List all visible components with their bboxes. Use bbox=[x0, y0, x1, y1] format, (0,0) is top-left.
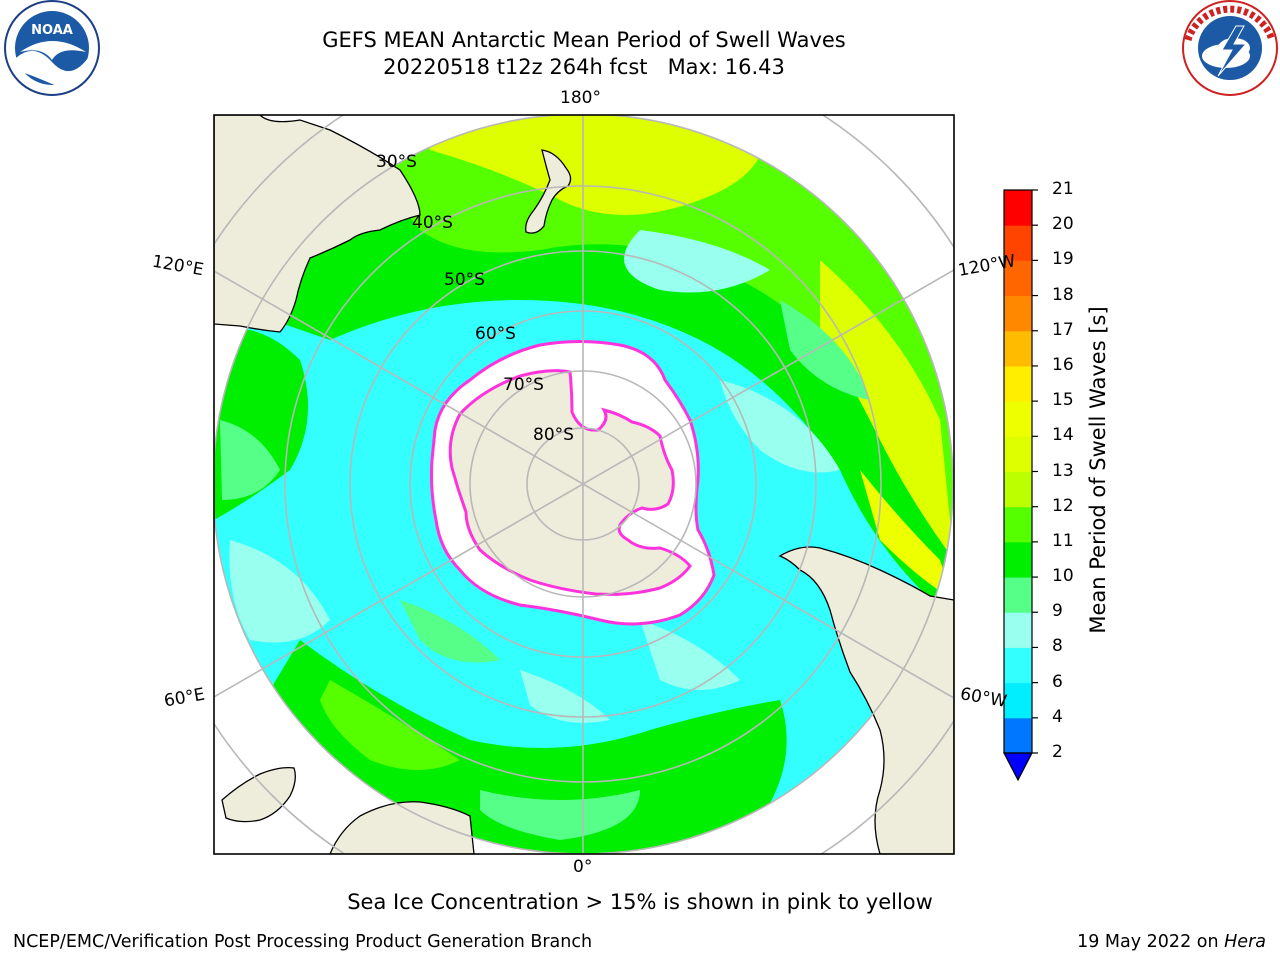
colorbar-tick-label-18: 18 bbox=[1052, 284, 1074, 305]
colorbar-bin-19-20 bbox=[1004, 225, 1032, 261]
colorbar-tick-label-13: 13 bbox=[1052, 460, 1074, 481]
colorbar-bin-13-14 bbox=[1004, 436, 1032, 472]
footer-credit: NCEP/EMC/Verification Post Processing Pr… bbox=[13, 932, 593, 952]
swell-period-field bbox=[214, 115, 953, 854]
colorbar-tick-label-14: 14 bbox=[1052, 425, 1074, 446]
land bbox=[214, 115, 954, 854]
colorbar-bin-14-15 bbox=[1004, 401, 1032, 437]
colorbar-tick-label-11: 11 bbox=[1052, 530, 1074, 551]
sea-ice-note: Sea Ice Concentration > 15% is shown in … bbox=[347, 890, 933, 914]
lon-label-180: 180° bbox=[560, 88, 601, 108]
lat-label-80s: 80°S bbox=[533, 425, 574, 445]
colorbar-bin-4-6 bbox=[1004, 682, 1032, 719]
footer-date-text: 19 May 2022 on bbox=[1077, 932, 1225, 952]
footer-machine: Hera bbox=[1224, 932, 1266, 952]
colorbar-tick-label-9: 9 bbox=[1052, 601, 1063, 622]
colorbar-bin-17-18 bbox=[1004, 295, 1032, 332]
footer-date: 19 May 2022 on Hera bbox=[1077, 932, 1266, 952]
colorbar-title: Mean Period of Swell Waves [s] bbox=[1086, 306, 1110, 634]
map-frame-content bbox=[214, 115, 954, 854]
map-frame bbox=[213, 114, 955, 855]
lon-label-0: 0° bbox=[573, 857, 593, 877]
lat-label-70s: 70°S bbox=[503, 375, 544, 395]
colorbar-bin-8-9 bbox=[1004, 612, 1032, 648]
colorbar-tick-label-16: 16 bbox=[1052, 354, 1074, 375]
graticule bbox=[214, 115, 954, 854]
colorbar-bin-12-13 bbox=[1004, 471, 1032, 508]
colorbar-bin-2-4 bbox=[1004, 717, 1032, 754]
colorbar-tick-label-10: 10 bbox=[1052, 566, 1074, 587]
lat-label-50s: 50°S bbox=[444, 270, 485, 290]
lat-label-30s: 30°S bbox=[376, 152, 417, 172]
nws-logo bbox=[1182, 0, 1278, 96]
colorbar-tick-label-17: 17 bbox=[1052, 319, 1074, 340]
noaa-logo-text: NOAA bbox=[31, 23, 73, 38]
chart-subtitle: 20220518 t12z 264h fcst Max: 16.43 bbox=[234, 54, 934, 81]
sea-ice-extent bbox=[430, 340, 716, 626]
colorbar-bin-6-8 bbox=[1004, 647, 1032, 684]
colorbar-tick-label-15: 15 bbox=[1052, 390, 1074, 411]
colorbar-bin-18-19 bbox=[1004, 260, 1032, 297]
colorbar-bin-11-12 bbox=[1004, 506, 1032, 543]
colorbar-tick-label-8: 8 bbox=[1052, 636, 1063, 657]
colorbar-tick-label-19: 19 bbox=[1052, 249, 1074, 270]
colorbar-tick-label-21: 21 bbox=[1052, 179, 1074, 199]
colorbar-bin-10-11 bbox=[1004, 541, 1032, 578]
subtitle-text: 20220518 t12z 264h fcst Max: 16.43 bbox=[383, 55, 785, 79]
colorbar-tick-label-12: 12 bbox=[1052, 495, 1074, 516]
colorbar-under-arrow bbox=[1003, 752, 1033, 782]
colorbar-bin-15-16 bbox=[1004, 365, 1032, 402]
colorbar-tick-label-6: 6 bbox=[1052, 671, 1063, 692]
colorbar-tick-label-2: 2 bbox=[1052, 742, 1063, 762]
colorbar-bin-16-17 bbox=[1004, 330, 1032, 367]
colorbar bbox=[1003, 189, 1038, 782]
noaa-logo: NOAA bbox=[4, 0, 100, 96]
lat-label-40s: 40°S bbox=[412, 213, 453, 233]
colorbar-tick-label-4: 4 bbox=[1052, 706, 1063, 727]
chart-title: GEFS MEAN Antarctic Mean Period of Swell… bbox=[322, 28, 846, 52]
colorbar-tick-label-20: 20 bbox=[1052, 214, 1074, 235]
lat-label-60s: 60°S bbox=[475, 324, 516, 344]
colorbar-bin-9-10 bbox=[1004, 577, 1032, 613]
colorbar-bin-20-21 bbox=[1004, 190, 1032, 226]
